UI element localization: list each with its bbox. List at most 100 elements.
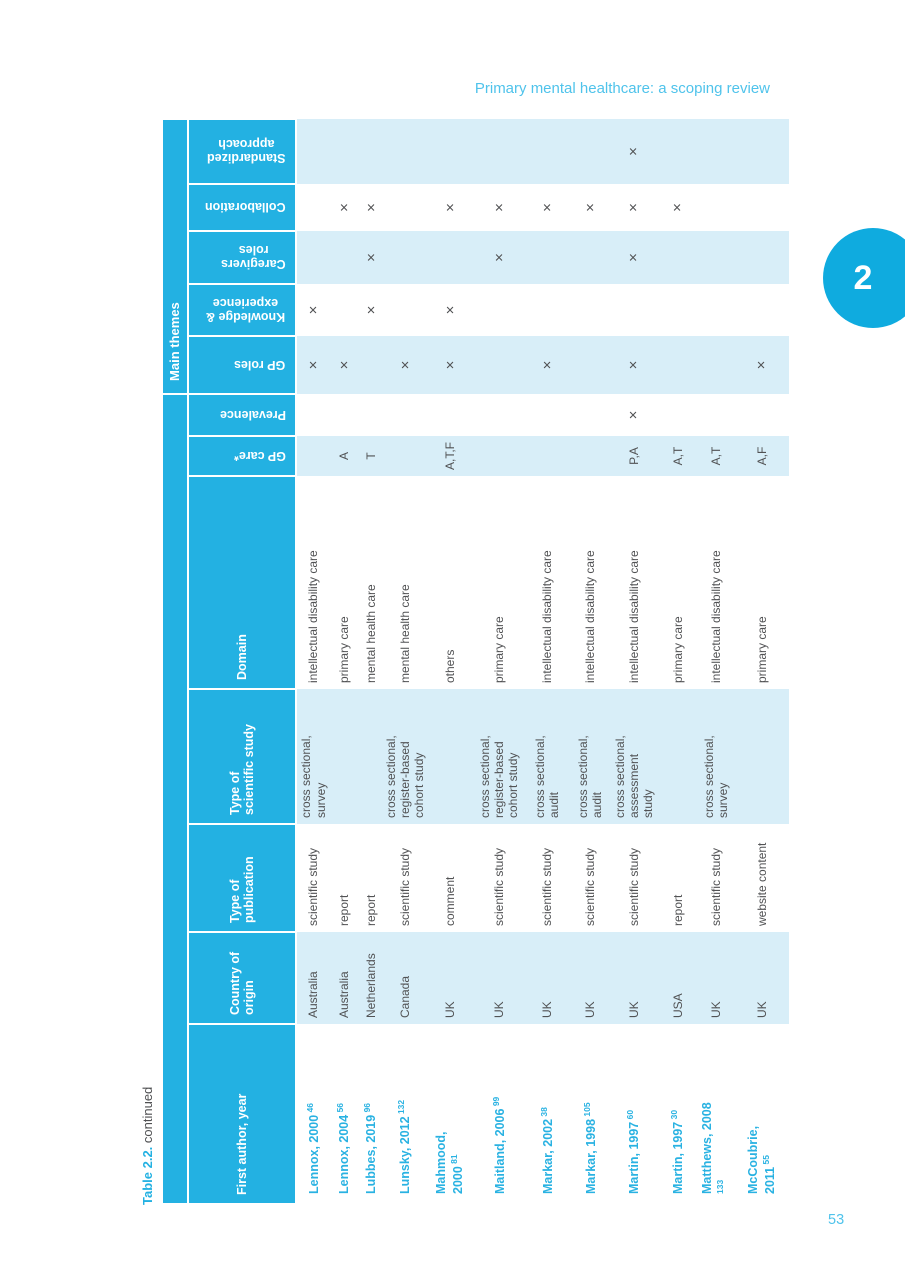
standardized-cell bbox=[698, 118, 735, 184]
gp_roles-cell bbox=[570, 335, 611, 394]
prevalence-cell bbox=[474, 394, 524, 436]
gp_care-cell bbox=[570, 436, 611, 476]
standardized-cell bbox=[296, 118, 330, 184]
standardized-cell bbox=[330, 118, 358, 184]
study-cell bbox=[657, 689, 699, 824]
collaboration-cell bbox=[734, 184, 789, 231]
caregivers-cell bbox=[426, 230, 475, 284]
caregivers-cell bbox=[296, 230, 330, 284]
table-row: McCoubrie, 2011 55 UK website content primar… bbox=[734, 118, 790, 1204]
author-cell: Lennox, 2000 46 bbox=[304, 1102, 322, 1194]
running-head: Primary mental healthcare: a scoping rev… bbox=[474, 80, 770, 97]
author-cell: McCoubrie, 2011 55 bbox=[745, 1125, 777, 1194]
reference-superscript: 81 bbox=[449, 1154, 460, 1167]
author-cell: Lubbes, 2019 96 bbox=[362, 1102, 379, 1194]
knowledge-cell: × bbox=[441, 305, 459, 315]
reference-superscript: 133 bbox=[715, 1179, 726, 1194]
collaboration-cell: × bbox=[669, 203, 687, 212]
study-cell bbox=[734, 689, 790, 824]
prevalence-cell bbox=[384, 394, 426, 436]
knowledge-cell bbox=[657, 284, 698, 336]
country-cell: UK bbox=[734, 932, 790, 1024]
caregivers-cell bbox=[657, 230, 699, 284]
gp_roles-cell: × bbox=[330, 335, 358, 394]
prevalence-cell bbox=[698, 394, 734, 436]
author-cell: Martin, 1997 60 bbox=[625, 1109, 642, 1194]
reference-superscript: 46 bbox=[304, 1102, 315, 1115]
col-header-publication: Type of publication bbox=[188, 824, 296, 932]
col-header-caregivers: Caregivers roles bbox=[188, 230, 296, 284]
table-row: Mahmood, 2000 81 UK comment others A,T,F × × × bbox=[426, 118, 475, 1204]
domain-cell: intellectual disability care bbox=[306, 550, 321, 683]
collaboration-cell: × bbox=[362, 203, 380, 212]
reference-superscript: 56 bbox=[335, 1102, 346, 1115]
collaboration-cell: × bbox=[581, 203, 599, 212]
standardized-cell bbox=[474, 118, 525, 184]
table-row: Lennox, 2000 46 Australia scientific study… bbox=[296, 118, 330, 1204]
gp_care-cell: A,T,F bbox=[426, 436, 475, 476]
rotated-table: Main themes First author, year Country o… bbox=[161, 118, 790, 1205]
table-row: Martin, 1997 30 USA report primary care A,T × bbox=[657, 118, 699, 1204]
main-themes-header: Main themes bbox=[162, 118, 188, 394]
gp_roles-cell: × bbox=[610, 335, 658, 394]
standardized-cell bbox=[570, 118, 611, 184]
table-row: Markar, 1998 105 UK scientific study cross … bbox=[570, 118, 611, 1204]
prevalence-cell: × bbox=[625, 410, 643, 420]
gp_roles-cell: × bbox=[296, 335, 330, 394]
chapter-number: 2 bbox=[853, 258, 873, 297]
gp_care-cell bbox=[524, 436, 571, 476]
publication-cell: scientific study bbox=[583, 847, 598, 926]
table-caption: Table 2.2. continued bbox=[140, 120, 158, 1205]
collaboration-cell: × bbox=[490, 203, 508, 212]
gp_care-cell bbox=[384, 436, 427, 476]
knowledge-cell bbox=[698, 284, 734, 336]
standardized-cell: × bbox=[610, 118, 658, 184]
chapter-tab-badge: 2 bbox=[823, 228, 905, 328]
reference-superscript: 132 bbox=[396, 1099, 407, 1117]
knowledge-cell bbox=[524, 284, 570, 336]
prevalence-cell bbox=[734, 394, 789, 436]
standardized-cell bbox=[384, 118, 427, 184]
gp_care-cell: A,F bbox=[734, 436, 790, 476]
knowledge-cell: × bbox=[362, 305, 380, 315]
gp_roles-cell: × bbox=[384, 335, 427, 394]
study-cell: cross sectional, register-based cohort s… bbox=[384, 689, 427, 824]
collaboration-cell bbox=[698, 184, 734, 231]
study-cell bbox=[426, 689, 475, 824]
country-cell: USA bbox=[657, 932, 699, 1024]
table-row: Maitland, 2006 99 UK scientific study cross… bbox=[474, 118, 525, 1204]
country-cell: Netherlands bbox=[358, 932, 384, 1024]
gp_care-cell: A,T bbox=[657, 436, 699, 476]
table-caption-number: Table 2.2. bbox=[140, 1146, 155, 1205]
col-header-first-author: First author, year bbox=[188, 1024, 296, 1204]
header-group-row: Main themes bbox=[162, 118, 188, 1204]
gp_roles-cell: × bbox=[426, 335, 475, 394]
domain-cell: intellectual disability care bbox=[583, 550, 598, 683]
reference-superscript: 55 bbox=[760, 1155, 771, 1167]
country-cell: Canada bbox=[384, 932, 427, 1024]
collaboration-cell: × bbox=[335, 203, 353, 212]
study-cell: cross sectional, audit bbox=[524, 689, 571, 824]
publication-cell: comment bbox=[443, 876, 458, 926]
reference-superscript: 99 bbox=[490, 1096, 501, 1109]
country-cell: UK bbox=[524, 932, 571, 1024]
caregivers-cell bbox=[570, 230, 611, 284]
col-header-domain: Domain bbox=[188, 476, 296, 689]
gp_care-cell bbox=[474, 436, 525, 476]
publication-cell: report bbox=[363, 894, 378, 926]
study-cell: cross sectional, survey bbox=[296, 689, 330, 824]
publication-cell: scientific study bbox=[398, 847, 413, 926]
gp_care-cell: P,A bbox=[610, 436, 658, 476]
study-cell: cross sectional, register-based cohort s… bbox=[474, 689, 525, 824]
study-cell: cross sectional, audit bbox=[570, 689, 611, 824]
table-row: Matthews, 2008 133 UK scientific study cross… bbox=[698, 118, 735, 1204]
caregivers-cell: × bbox=[610, 230, 658, 284]
gp_roles-cell bbox=[474, 335, 525, 394]
publication-cell: scientific study bbox=[492, 847, 507, 926]
publication-cell: report bbox=[670, 894, 685, 926]
gp_roles-cell bbox=[698, 335, 735, 394]
collaboration-cell: × bbox=[625, 203, 643, 212]
reference-superscript: 60 bbox=[625, 1109, 636, 1122]
col-header-collaboration: Collaboration bbox=[188, 183, 296, 231]
table-caption-continued: continued bbox=[140, 1086, 155, 1147]
